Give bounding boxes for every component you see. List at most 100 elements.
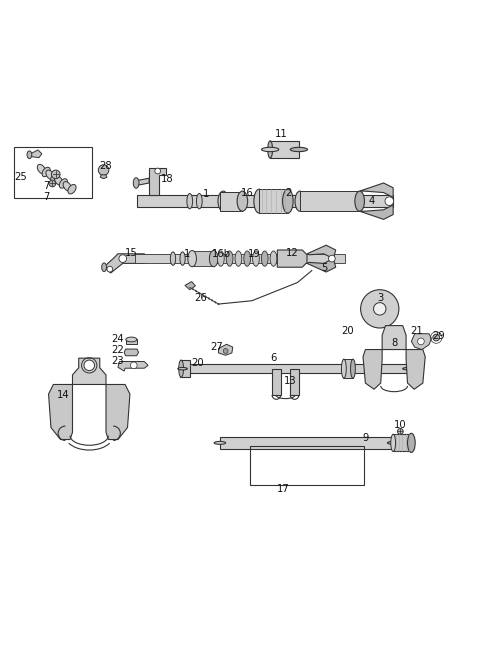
Circle shape bbox=[373, 302, 386, 315]
Ellipse shape bbox=[198, 292, 200, 294]
Circle shape bbox=[433, 334, 440, 341]
Text: 4: 4 bbox=[369, 195, 375, 206]
Ellipse shape bbox=[192, 289, 194, 290]
Polygon shape bbox=[307, 245, 336, 258]
Text: 16: 16 bbox=[241, 188, 253, 198]
Text: 1: 1 bbox=[204, 188, 210, 199]
Ellipse shape bbox=[341, 359, 346, 379]
Ellipse shape bbox=[214, 301, 216, 303]
Circle shape bbox=[84, 360, 95, 371]
Text: 23: 23 bbox=[111, 356, 124, 366]
Ellipse shape bbox=[68, 184, 76, 194]
Polygon shape bbox=[124, 349, 139, 356]
Circle shape bbox=[397, 428, 403, 434]
Ellipse shape bbox=[270, 251, 277, 266]
Text: 2: 2 bbox=[286, 188, 292, 198]
Polygon shape bbox=[406, 350, 425, 389]
Text: 27: 27 bbox=[211, 342, 223, 352]
Circle shape bbox=[360, 290, 399, 328]
Polygon shape bbox=[360, 205, 393, 219]
Polygon shape bbox=[192, 251, 214, 266]
Ellipse shape bbox=[170, 252, 176, 265]
Polygon shape bbox=[30, 150, 42, 157]
Text: 22: 22 bbox=[111, 345, 124, 355]
Ellipse shape bbox=[217, 251, 224, 266]
Circle shape bbox=[155, 168, 160, 174]
Text: 9: 9 bbox=[363, 433, 369, 443]
Ellipse shape bbox=[55, 176, 63, 185]
Ellipse shape bbox=[408, 434, 415, 453]
Ellipse shape bbox=[27, 151, 32, 159]
Ellipse shape bbox=[244, 251, 251, 266]
Circle shape bbox=[385, 197, 394, 205]
Text: 12: 12 bbox=[286, 249, 299, 258]
Text: 26: 26 bbox=[194, 293, 207, 303]
Ellipse shape bbox=[178, 367, 187, 370]
Ellipse shape bbox=[42, 167, 50, 176]
Text: 1: 1 bbox=[184, 249, 191, 259]
Circle shape bbox=[223, 348, 228, 354]
Circle shape bbox=[119, 255, 127, 262]
Ellipse shape bbox=[196, 194, 202, 209]
Text: 3: 3 bbox=[377, 293, 384, 303]
Ellipse shape bbox=[179, 360, 183, 377]
Polygon shape bbox=[118, 361, 148, 371]
Text: 17: 17 bbox=[276, 484, 289, 494]
Text: 5: 5 bbox=[321, 263, 327, 273]
Circle shape bbox=[107, 266, 113, 272]
Ellipse shape bbox=[187, 194, 192, 209]
Text: 8: 8 bbox=[391, 338, 397, 348]
Polygon shape bbox=[149, 168, 166, 195]
Ellipse shape bbox=[209, 251, 218, 267]
Text: 24: 24 bbox=[111, 335, 124, 344]
Polygon shape bbox=[182, 364, 408, 373]
Circle shape bbox=[49, 180, 56, 187]
Ellipse shape bbox=[214, 441, 226, 444]
Polygon shape bbox=[259, 189, 288, 213]
Ellipse shape bbox=[195, 290, 197, 292]
Ellipse shape bbox=[205, 296, 206, 297]
Polygon shape bbox=[307, 258, 336, 272]
Polygon shape bbox=[137, 178, 149, 186]
Ellipse shape bbox=[387, 441, 399, 444]
Polygon shape bbox=[300, 191, 360, 211]
Polygon shape bbox=[135, 254, 345, 264]
Ellipse shape bbox=[60, 178, 68, 188]
Circle shape bbox=[131, 362, 137, 369]
Text: 25: 25 bbox=[14, 172, 27, 182]
Polygon shape bbox=[360, 183, 393, 197]
Polygon shape bbox=[382, 325, 406, 350]
Ellipse shape bbox=[391, 434, 396, 451]
Polygon shape bbox=[220, 192, 242, 211]
Text: 14: 14 bbox=[57, 390, 69, 400]
Ellipse shape bbox=[254, 189, 264, 213]
Ellipse shape bbox=[262, 148, 279, 152]
Polygon shape bbox=[104, 254, 149, 273]
Polygon shape bbox=[272, 369, 281, 395]
Circle shape bbox=[418, 338, 424, 345]
Ellipse shape bbox=[350, 359, 355, 379]
Ellipse shape bbox=[51, 173, 59, 182]
Polygon shape bbox=[137, 195, 393, 207]
Ellipse shape bbox=[63, 182, 72, 191]
Ellipse shape bbox=[403, 367, 412, 370]
Text: 28: 28 bbox=[100, 161, 112, 171]
Polygon shape bbox=[277, 250, 307, 267]
Polygon shape bbox=[72, 358, 106, 384]
Ellipse shape bbox=[37, 165, 46, 174]
Text: 13: 13 bbox=[284, 376, 296, 386]
Text: 18: 18 bbox=[161, 174, 174, 184]
Text: 20: 20 bbox=[192, 358, 204, 369]
Polygon shape bbox=[180, 360, 190, 377]
Polygon shape bbox=[126, 340, 137, 344]
Ellipse shape bbox=[355, 191, 364, 211]
Text: 29: 29 bbox=[433, 331, 445, 341]
Bar bbox=[250, 445, 364, 485]
Ellipse shape bbox=[268, 141, 273, 158]
Polygon shape bbox=[185, 281, 195, 290]
Ellipse shape bbox=[102, 263, 107, 272]
Ellipse shape bbox=[202, 294, 204, 296]
Ellipse shape bbox=[208, 298, 210, 300]
Ellipse shape bbox=[235, 251, 242, 266]
Text: 15: 15 bbox=[124, 248, 137, 258]
